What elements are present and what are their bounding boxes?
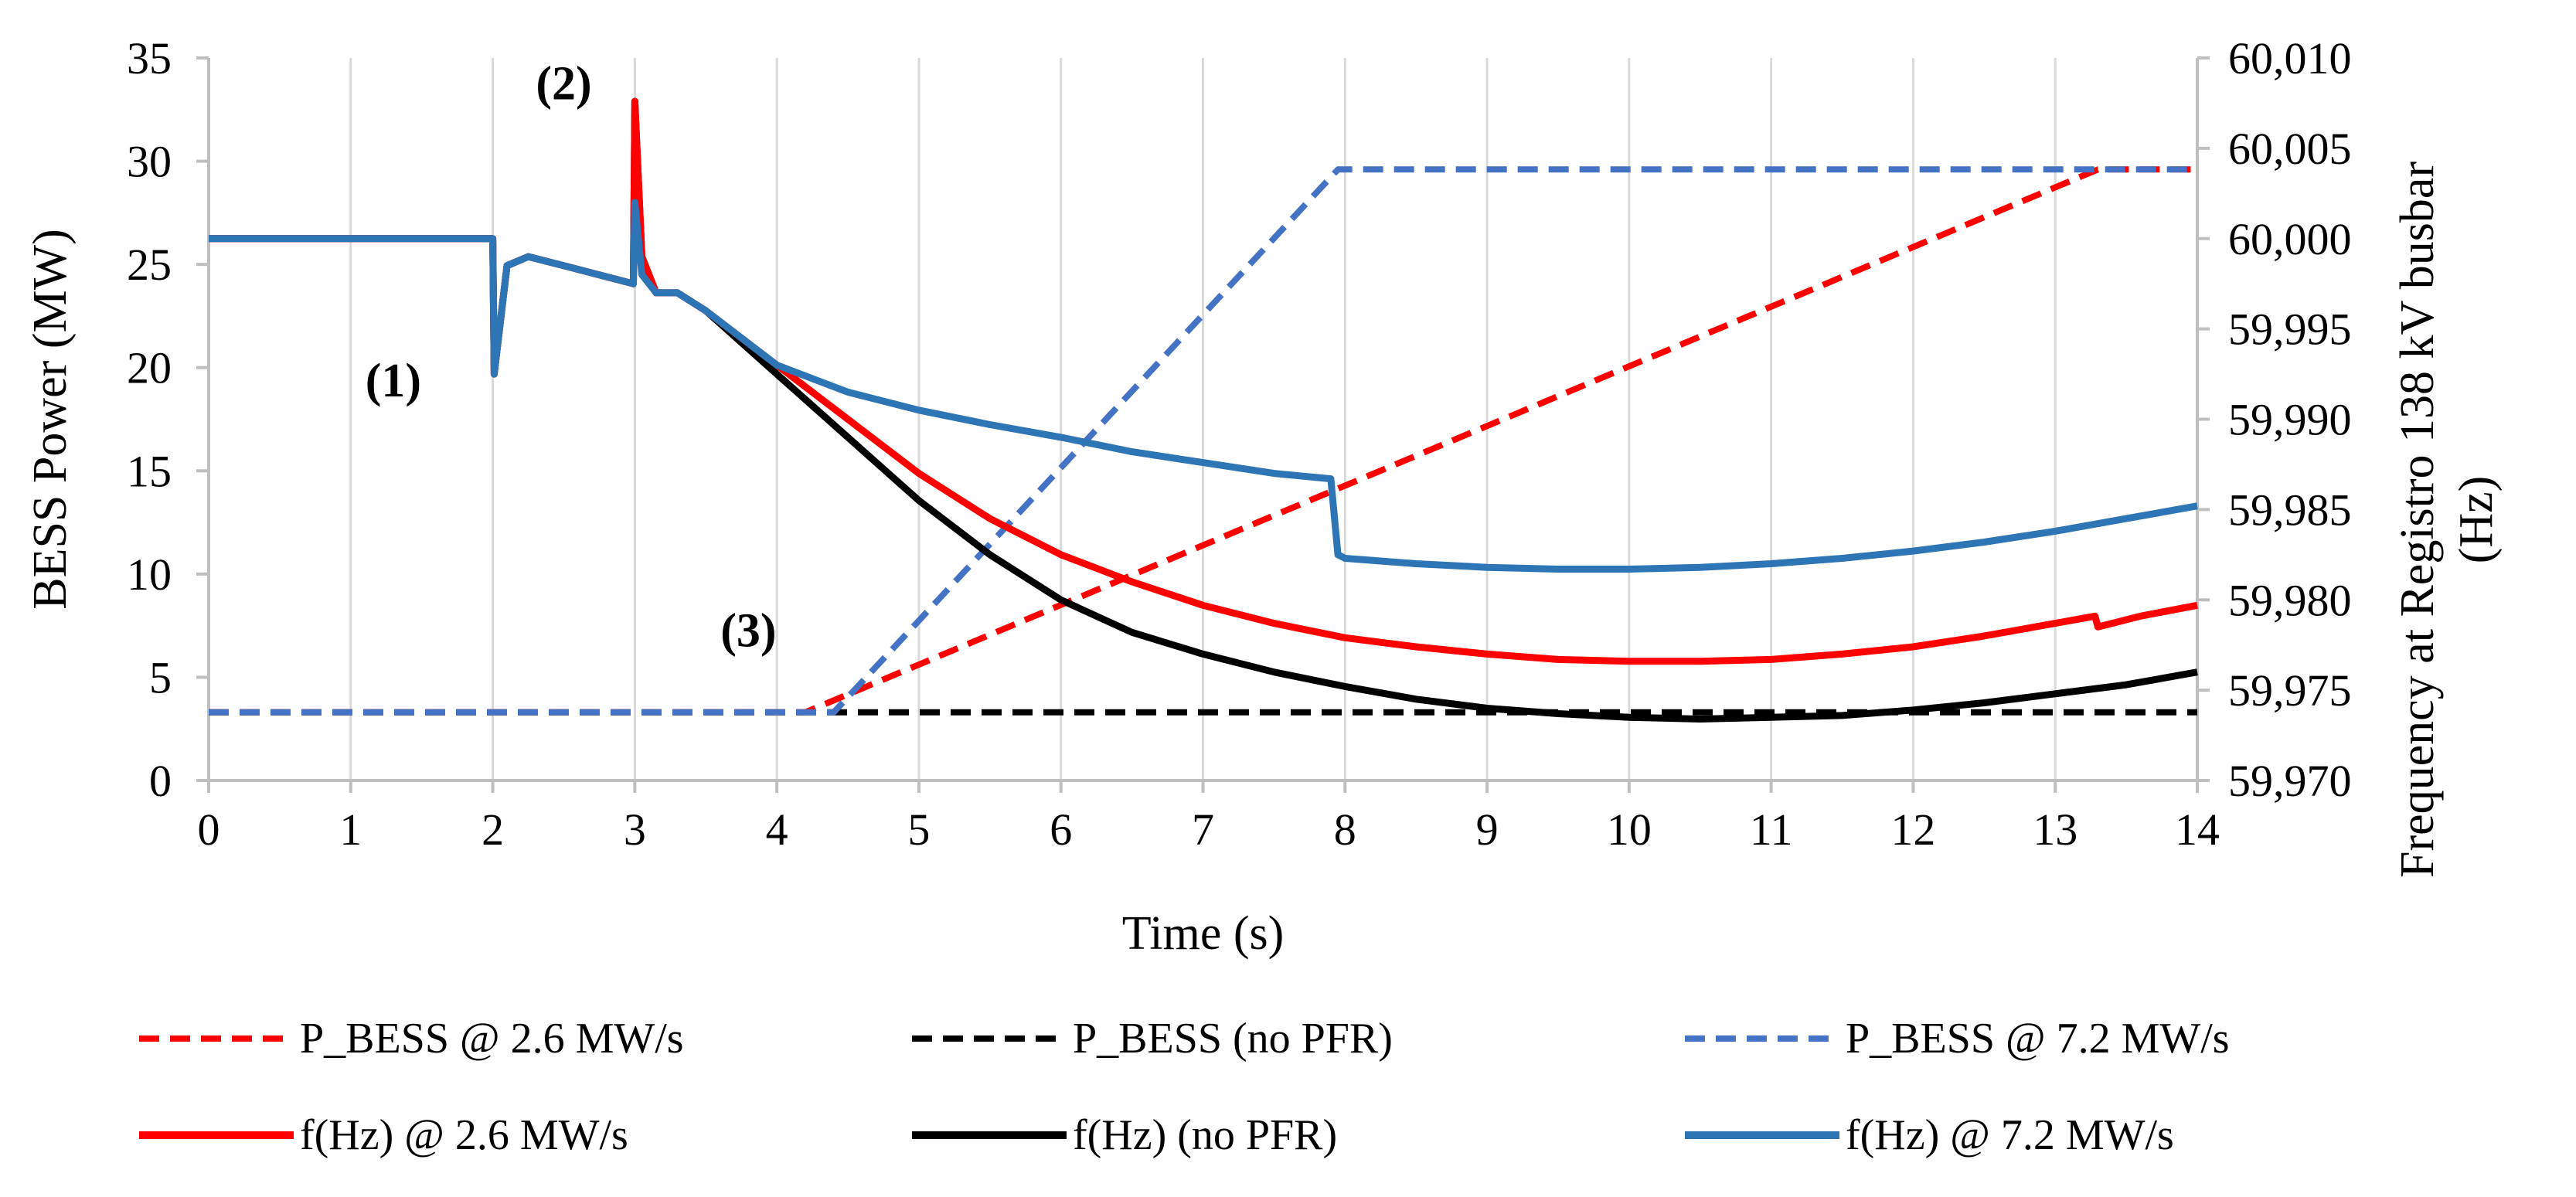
legend-label: P_BESS @ 2.6 MW/s [300,1015,684,1063]
y-tick-label: 5 [149,652,172,702]
y-tick-label: 25 [127,240,172,290]
x-tick-label: 9 [1476,804,1499,855]
y2-tick-label: 59,970 [2228,756,2352,806]
text-layer: Time (s) BESS Power (MW) 0 1 2 3 4 5 6 7 8 9 10 11 1… [24,33,2503,960]
x-tick-label: 13 [2033,804,2077,855]
legend-label: f(Hz) @ 7.2 MW/s [1846,1111,2174,1159]
y2-tick-label: 59,975 [2228,665,2352,716]
x-tick-label: 2 [482,804,504,855]
annotation-label: (2) [536,57,591,110]
series-line [209,199,2198,573]
y-tick-label: 20 [127,343,172,393]
annotation-label: (1) [366,355,421,407]
y2-tick-label: 59,995 [2228,304,2352,355]
x-tick-label: 10 [1607,804,1652,855]
legend-label: P_BESS @ 7.2 MW/s [1846,1015,2230,1063]
y-tick-label: 0 [149,756,172,806]
y2-tick-label: 60,010 [2228,33,2352,83]
legend-label: P_BESS (no PFR) [1073,1015,1393,1063]
x-axis-title: Time (s) [1122,907,1285,960]
x-tick-label: 12 [1890,804,1935,855]
x-tick-label: 7 [1192,804,1214,855]
x-tick-label: 0 [198,804,220,855]
axes-layer [196,56,2210,793]
y2-tick-label: 60,005 [2228,124,2352,174]
x-tick-label: 5 [907,804,930,855]
x-tick-label: 1 [339,804,362,855]
y-tick-label: 30 [127,137,172,187]
x-tick-label: 4 [766,804,788,855]
x-tick-label: 6 [1050,804,1072,855]
legend-label: f(Hz) (no PFR) [1073,1111,1337,1159]
y-axis-title: BESS Power (MW) [24,229,77,610]
series-layer [209,97,2198,723]
x-tick-label: 14 [2175,804,2220,855]
y2-tick-label: 60,000 [2228,214,2352,264]
x-tick-label: 8 [1334,804,1356,855]
annotation-label: (3) [720,604,776,657]
legend-label: f(Hz) @ 2.6 MW/s [300,1111,628,1159]
y-tick-label: 15 [127,446,172,496]
y2-tick-label: 59,990 [2228,395,2352,445]
x-tick-label: 3 [624,804,646,855]
y2-tick-label: 59,985 [2228,485,2352,535]
y2-tick-label: 59,980 [2228,575,2352,625]
legend: P_BESS @ 2.6 MW/s P_BESS (no PFR) P_BESS @… [139,1015,2230,1159]
y-tick-label: 35 [127,33,172,83]
y2-axis-title: Frequency at Registro 138 kV busbar (Hz) [2391,162,2503,878]
y-tick-label: 10 [127,549,172,600]
x-tick-label: 11 [1750,804,1793,855]
